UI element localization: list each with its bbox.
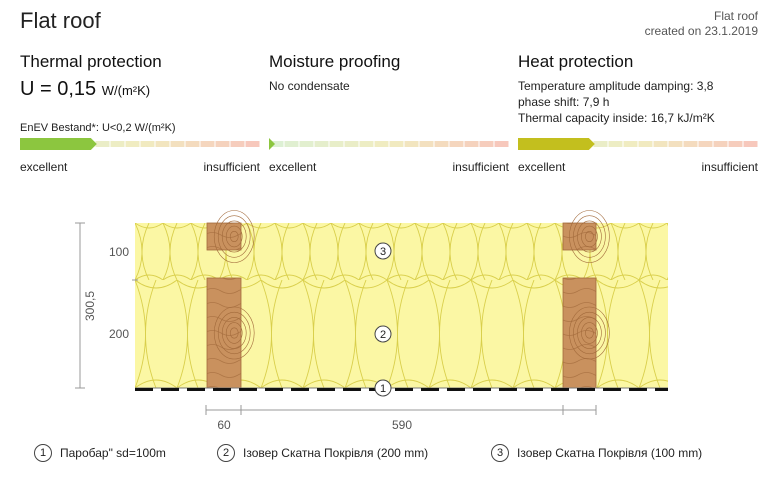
scale-segment [170,141,185,147]
dimension-lines [75,222,597,415]
scale-segment [434,141,449,147]
dim-label-590: 590 [392,418,412,432]
heat-rating-scale [518,138,758,150]
legend-label-3: Ізовер Скатна Покрівля (100 mm) [517,446,703,460]
scale-segment [284,141,299,147]
legend-number-2: 2 [217,444,235,462]
scale-segment [110,141,125,147]
moisture-scale-excellent: excellent [269,160,317,174]
scale-rating-indicator [20,138,97,150]
heat-heading: Heat protection [518,52,634,71]
scale-segment [215,141,230,147]
scale-segment [314,141,329,147]
timber-rafters [206,210,610,389]
u-value-unit: W/(m²K) [101,83,151,98]
scale-segment [245,141,260,147]
scale-rating-indicator [269,138,275,150]
scale-segment [653,141,668,147]
layer-thickness-200: 200 [109,327,129,341]
moisture-heading: Moisture proofing [269,52,401,71]
u-value: U = 0,15 W/(m²K) [20,78,260,101]
scale-segment [230,141,245,147]
scale-segment [698,141,713,147]
roof-cross-section: 300,5 100 200 60 590 3 2 1 [75,210,668,432]
scale-segment [329,141,344,147]
thermal-scale-excellent: excellent [20,160,68,174]
scale-segment [95,141,110,147]
scale-segment [494,141,509,147]
scale-segment [389,141,404,147]
total-thickness-label: 300,5 [83,291,97,321]
scale-segment [200,141,215,147]
vapour-barrier-layer [135,387,668,391]
scale-segment [269,141,284,147]
scale-segment [299,141,314,147]
legend-number-1: 1 [34,444,52,462]
scale-segment [449,141,464,147]
layer-marker-2: 2 [374,325,392,343]
page-title: Flat roof [20,8,101,33]
layer-marker-3: 3 [374,242,392,260]
scale-segment [479,141,494,147]
layer-marker-2-label: 2 [380,329,386,341]
enev-requirement: EnEV Bestand*: U<0,2 W/(m²K) [20,122,176,134]
meta-created-date: created on 23.1.2019 [644,24,758,38]
thermal-scale-insufficient: insufficient [203,160,260,174]
scale-segment [464,141,479,147]
scale-segment [404,141,419,147]
legend-item-2: 2 Ізовер Скатна Покрівля (200 mm) [217,444,428,462]
layer-marker-1: 1 [374,379,392,397]
thermal-protection-panel: Thermal protection U = 0,15 W/(m²K) EnEV… [20,52,260,174]
scale-segment [359,141,374,147]
scale-segment [125,141,140,147]
scale-segment [608,141,623,147]
moisture-proofing-panel: Moisture proofing No condensate excellen… [269,52,509,174]
scale-segment [638,141,653,147]
scale-segment [623,141,638,147]
scale-segment [374,141,389,147]
amplitude-damping: Temperature amplitude damping: 3,8 [518,79,714,93]
scale-segment [593,141,608,147]
legend-label-1: Паробар" sd=100m [60,446,166,460]
legend-item-3: 3 Ізовер Скатна Покрівля (100 mm) [491,444,702,462]
scale-segment [728,141,743,147]
heat-scale-insufficient: insufficient [701,160,758,174]
thermal-capacity: Thermal capacity inside: 16,7 kJ/m²K [518,111,715,125]
thermal-rating-scale [20,138,260,150]
scale-segment [419,141,434,147]
layer-thickness-100: 100 [109,245,129,259]
heat-protection-panel: Heat protection Temperature amplitude da… [518,52,758,174]
layer-marker-3-label: 3 [380,246,386,258]
scale-segment [668,141,683,147]
heat-scale-excellent: excellent [518,160,566,174]
phase-shift: phase shift: 7,9 h [518,95,610,109]
scale-segment [185,141,200,147]
scale-segment [713,141,728,147]
scale-segment [140,141,155,147]
moisture-status: No condensate [269,79,350,93]
legend-label-2: Ізовер Скатна Покрівля (200 mm) [243,446,429,460]
thermal-heading: Thermal protection [20,52,162,71]
scale-segment [155,141,170,147]
scale-rating-indicator [518,138,595,150]
scale-segment [683,141,698,147]
dim-label-60: 60 [217,418,231,432]
moisture-scale-insufficient: insufficient [452,160,509,174]
scale-segment [344,141,359,147]
legend-number-3: 3 [491,444,509,462]
scale-segment [743,141,758,147]
legend-item-1: 1 Паробар" sd=100m [34,444,166,462]
meta-construction-type: Flat roof [713,9,758,23]
project-meta: Flat roof created on 23.1.2019 [645,9,758,39]
layer-marker-1-label: 1 [380,383,386,395]
u-value-number: U = 0,15 [20,78,97,100]
moisture-rating-scale [269,138,509,150]
